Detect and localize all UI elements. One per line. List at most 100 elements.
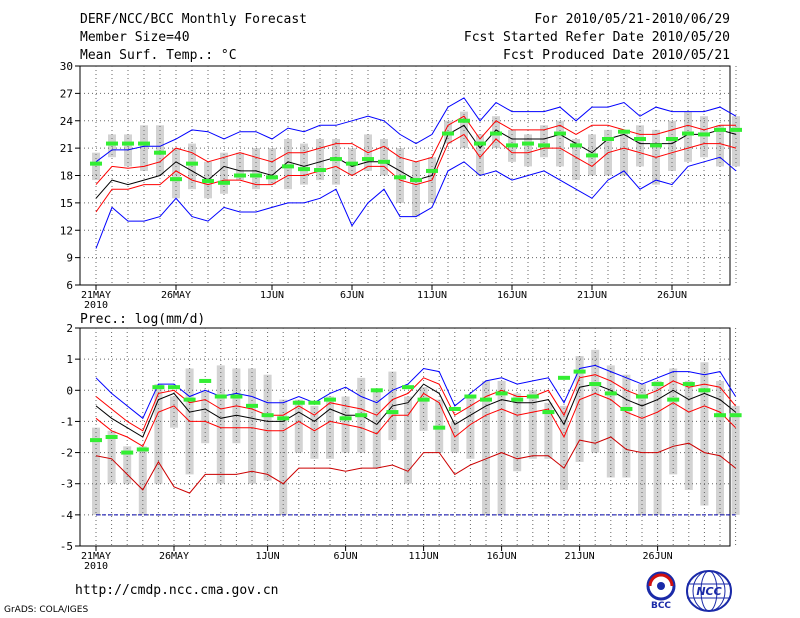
- temp-range-bar: [412, 161, 420, 217]
- source-url[interactable]: http://cmdp.ncc.cma.gov.cn: [75, 583, 279, 598]
- temp-range-bar: [540, 125, 548, 158]
- temp-series-lower: [95, 133, 737, 213]
- prec-observed-marker: [136, 447, 149, 452]
- temp-y-tick-label: 18: [60, 170, 73, 183]
- temp-observed-marker: [442, 131, 454, 136]
- prec-observed-marker: [152, 385, 165, 390]
- temp-range-bar: [700, 116, 708, 158]
- temp-observed-marker: [234, 173, 246, 178]
- prec-y-tick-label: 2: [66, 322, 73, 335]
- temp-observed-marker: [586, 153, 598, 158]
- prec-y-tick-label: -1: [60, 415, 73, 428]
- prec-observed-marker: [480, 397, 492, 402]
- temp-observed-marker: [730, 127, 742, 132]
- prec-range-bar: [716, 380, 724, 515]
- temp-observed-marker: [410, 178, 422, 183]
- prec-observed-marker: [370, 388, 383, 393]
- prec-range-bar: [622, 374, 631, 478]
- prec-series-lower: [95, 392, 736, 448]
- prec-range-bar: [123, 446, 132, 484]
- prec-year-label: 2010: [84, 561, 108, 572]
- ncc-logo-text: NCC: [696, 585, 721, 598]
- prec-y-tick-label: -2: [60, 447, 73, 460]
- prec-range-bar: [560, 405, 568, 490]
- produced-date: Fcst Produced Date 2010/05/21: [503, 48, 730, 63]
- prec-observed-marker: [495, 391, 508, 396]
- prec-series-max: [95, 364, 737, 420]
- prec-observed-marker: [573, 369, 586, 374]
- temp-y-tick-label: 12: [60, 224, 73, 237]
- temp-observed-marker: [714, 127, 726, 132]
- prec-observed-marker: [464, 394, 477, 399]
- temp-observed-marker: [682, 131, 694, 136]
- temp-observed-marker: [90, 161, 102, 166]
- temp-observed-marker: [522, 141, 534, 146]
- prec-observed-marker: [199, 378, 212, 383]
- temp-y-tick-label: 30: [60, 60, 73, 73]
- ncc-logo-icon: NCC: [686, 570, 732, 612]
- prec-range-bar: [497, 380, 506, 515]
- prec-range-bar: [606, 365, 615, 478]
- temp-x-tick-label: 11JUN: [417, 290, 447, 301]
- temp-observed-marker: [394, 175, 406, 180]
- prec-x-tick-label: 26MAY: [159, 551, 189, 562]
- prec-observed-marker: [558, 375, 570, 380]
- prec-observed-marker: [448, 406, 461, 411]
- temp-range-bar: [732, 116, 740, 167]
- prec-observed-marker: [324, 397, 336, 402]
- prec-observed-marker: [542, 410, 555, 415]
- prec-series-min: [95, 436, 736, 494]
- prec-observed-marker: [355, 413, 368, 418]
- refer-date: Fcst Started Refer Date 2010/05/20: [463, 30, 730, 45]
- prec-range-bar: [294, 399, 303, 453]
- temp-year-label: 2010: [84, 300, 108, 311]
- temp-range-bar: [636, 125, 644, 167]
- prec-range-bar: [700, 362, 709, 506]
- temp-observed-marker: [362, 157, 374, 162]
- prec-observed-marker: [277, 416, 290, 421]
- prec-range-bar: [372, 390, 381, 469]
- temp-observed-marker: [570, 143, 582, 148]
- temp-x-tick-label: 6JUN: [340, 290, 364, 301]
- temp-range-bar: [252, 148, 260, 190]
- prec-range-bar: [248, 368, 256, 484]
- temp-observed-marker: [602, 137, 614, 141]
- temp-observed-marker: [282, 164, 294, 169]
- temp-range-bar: [332, 139, 340, 185]
- prec-series-median: [95, 383, 736, 438]
- temp-range-bar: [572, 139, 580, 181]
- prec-y-tick-label: 0: [66, 384, 73, 397]
- temp-range-bar: [220, 152, 228, 194]
- temp-x-tick-label: 1JUN: [260, 290, 284, 301]
- temp-x-tick-label: 26MAY: [161, 290, 191, 301]
- temp-observed-marker: [650, 143, 662, 148]
- temp-observed-marker: [250, 173, 262, 178]
- prec-observed-marker: [246, 403, 258, 408]
- temp-observed-marker: [506, 143, 518, 148]
- temp-y-tick-label: 21: [60, 142, 73, 155]
- temp-range-bar: [716, 125, 724, 167]
- prec-observed-marker: [604, 391, 617, 396]
- prec-observed-marker: [292, 400, 305, 405]
- prec-observed-marker: [620, 406, 633, 411]
- prec-panel-title: Prec.: log(mm/d): [80, 312, 205, 327]
- prec-range-bar: [263, 374, 272, 481]
- temp-x-tick-label: 16JUN: [497, 290, 527, 301]
- prec-x-tick-label: 1JUN: [256, 551, 280, 562]
- member-size: Member Size=40: [80, 30, 190, 45]
- prec-range-bar: [482, 380, 490, 515]
- prec-range-bar: [591, 349, 600, 453]
- prec-observed-marker: [589, 382, 602, 387]
- prec-x-tick-label: 6JUN: [334, 551, 358, 562]
- prec-x-tick-label: 26JUN: [643, 551, 673, 562]
- temp-y-tick-label: 6: [66, 279, 73, 292]
- prec-observed-marker: [729, 413, 742, 418]
- temp-observed-marker: [346, 161, 358, 166]
- prec-observed-marker: [698, 388, 711, 393]
- prec-x-tick-label: 21JUN: [565, 551, 595, 562]
- temp-observed-marker: [330, 157, 342, 162]
- temp-observed-marker: [138, 141, 150, 146]
- temp-x-tick-label: 21MAY: [81, 290, 111, 301]
- prec-observed-marker: [511, 397, 524, 402]
- temp-observed-marker: [426, 168, 438, 173]
